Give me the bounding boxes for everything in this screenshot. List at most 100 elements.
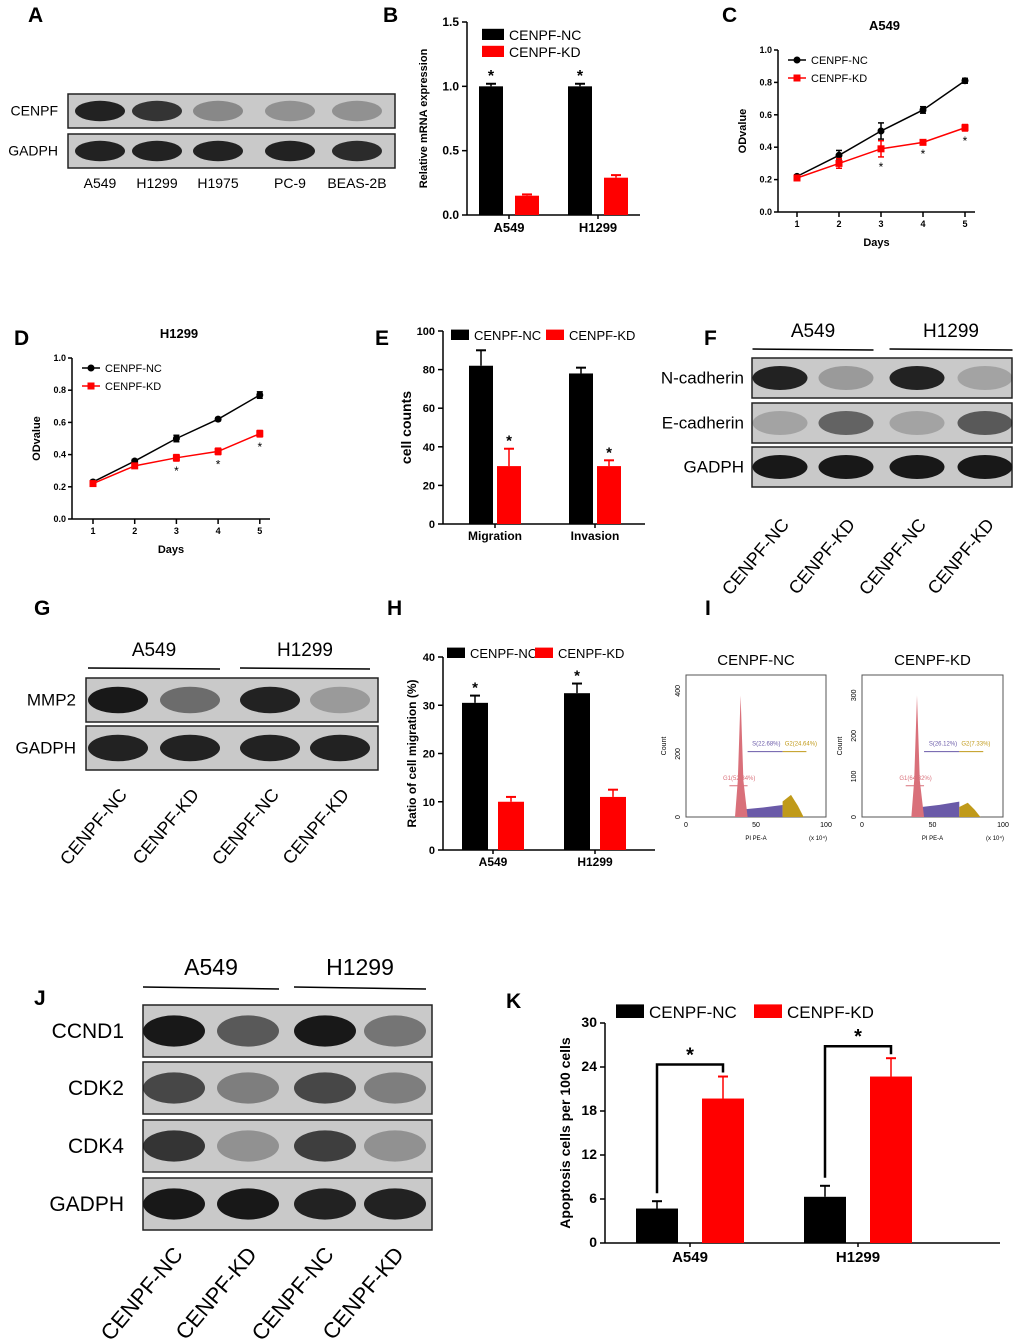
y-tick-label: 200: [675, 748, 682, 760]
lane-label: CENPF-KD: [279, 785, 353, 868]
blot-band: [217, 1072, 279, 1104]
bar-kd: [515, 195, 539, 215]
blot-band: [217, 1015, 279, 1047]
x-tick-label: 5: [257, 526, 262, 536]
blot-band: [240, 734, 300, 762]
data-point: [877, 127, 885, 135]
y-tick-label: 40: [423, 442, 435, 454]
chart-title: H1299: [160, 326, 198, 341]
significance-bracket: [655, 1063, 725, 1194]
bar-nc: [636, 1208, 678, 1243]
blot-band: [294, 1015, 356, 1047]
y-tick-label: 30: [423, 700, 435, 712]
data-point: [214, 415, 222, 423]
lane-label: CENPF-NC: [855, 515, 930, 599]
y-tick-label: 0.2: [759, 175, 772, 185]
legend-swatch: [482, 28, 504, 40]
group-line: [142, 986, 280, 990]
y-axis-label: Count: [661, 737, 668, 756]
data-point: [877, 145, 885, 153]
x-tick-label: H1299: [577, 855, 613, 869]
g2-label: G2(7.33%): [961, 742, 990, 748]
panel-letter: E: [375, 327, 389, 350]
blot-band: [889, 455, 945, 479]
blot-row-label: N-cadherin: [661, 369, 744, 388]
significance-star: *: [472, 680, 478, 697]
blot-band: [75, 100, 125, 122]
x-tick-label: 50: [929, 822, 937, 829]
legend-label: CENPF-NC: [509, 27, 581, 43]
y-tick-label: 6: [589, 1190, 597, 1206]
significance-star: *: [174, 464, 179, 478]
group-label: H1299: [923, 321, 979, 342]
significance-star: *: [963, 134, 968, 148]
blot-row-label: CDK2: [68, 1077, 124, 1100]
blot-band: [88, 686, 148, 714]
g1-peak-area: [735, 695, 748, 817]
g1-peak-area: [911, 695, 925, 817]
lane-label: CENPF-NC: [718, 515, 793, 599]
y-tick-label: 0.6: [759, 110, 772, 120]
group-label: A549: [184, 954, 238, 980]
g1-label: G1(52.34%): [723, 776, 755, 782]
x-tick-label: Invasion: [571, 529, 620, 543]
legend-label: CENPF-NC: [474, 328, 541, 343]
y-tick-label: 24: [581, 1058, 597, 1074]
blot-band: [75, 140, 125, 162]
bar-nc: [569, 373, 593, 524]
blot-band: [364, 1072, 426, 1104]
legend-label: CENPF-NC: [811, 55, 868, 67]
data-point: [835, 151, 843, 159]
y-tick-label: 1.0: [53, 353, 66, 363]
y-tick-label: 10: [423, 797, 435, 809]
blot-band: [160, 686, 220, 714]
data-point: [919, 106, 927, 114]
bar-kd: [870, 1076, 912, 1243]
bar-nc: [564, 693, 590, 850]
blot-band: [143, 1188, 205, 1220]
x-axis-label: Days: [158, 544, 184, 556]
x-axis-label: PI PE-A: [745, 836, 766, 842]
y-tick-label: 0.8: [759, 77, 772, 87]
blot-band: [957, 411, 1013, 435]
blot-band: [294, 1188, 356, 1220]
panel-letter: C: [722, 4, 737, 27]
data-point: [919, 138, 927, 146]
blot-row-label: CCND1: [52, 1020, 124, 1043]
data-point: [835, 159, 843, 167]
x-tick-label: 5: [962, 219, 967, 229]
blot-band: [143, 1015, 205, 1047]
y-tick-label: 12: [581, 1146, 597, 1162]
bar-nc: [462, 702, 488, 850]
y-axis-label: cell counts: [398, 391, 414, 464]
legend-marker: [793, 56, 801, 64]
y-tick-label: 0.5: [442, 144, 459, 158]
y-axis-label: ODvalue: [737, 109, 749, 154]
y-tick-label: 1.0: [442, 79, 459, 93]
blot-band: [818, 366, 874, 390]
y-tick-label: 0.2: [53, 482, 66, 492]
blot-band: [294, 1130, 356, 1162]
lane-label: CENPF-NC: [208, 785, 283, 869]
legend-swatch: [616, 1004, 644, 1018]
legend-label: CENPF-KD: [509, 44, 581, 60]
y-tick-label: 0: [851, 815, 858, 819]
x-tick-label: 0: [860, 822, 864, 829]
bar-nc: [479, 86, 503, 215]
y-tick-label: 0: [429, 519, 435, 531]
y-tick-label: 20: [423, 480, 435, 492]
blot-band: [143, 1130, 205, 1162]
blot-band: [752, 366, 808, 390]
significance-star: *: [506, 433, 512, 450]
significance-star: *: [854, 1026, 862, 1048]
significance-star: *: [686, 1045, 694, 1067]
blot-band: [193, 140, 243, 162]
lane-label: BEAS-2B: [327, 175, 386, 191]
y-tick-label: 0.0: [53, 514, 66, 524]
data-point: [89, 480, 97, 488]
blot-row-label: CENPF: [11, 103, 58, 119]
data-point: [131, 462, 139, 470]
blot-band: [88, 734, 148, 762]
legend-marker: [793, 74, 801, 82]
